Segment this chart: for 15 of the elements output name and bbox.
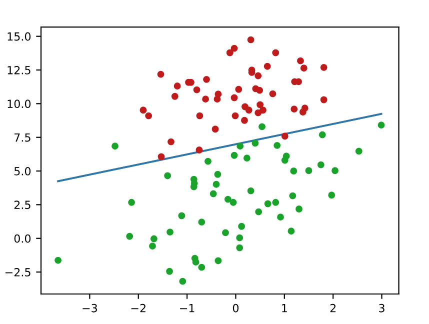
- x-tick-label: −3: [82, 304, 97, 312]
- y-tick-label: 10.0: [8, 100, 31, 108]
- x-tick-label: −2: [131, 304, 146, 312]
- y-tick-label: 0.0: [14, 234, 31, 243]
- x-tick-label: −1: [180, 304, 194, 312]
- x-tick-label: 0: [232, 304, 239, 312]
- x-tick-label: 3: [379, 304, 384, 312]
- x-tick-label: 1: [282, 304, 287, 312]
- y-tick-label: 15.0: [8, 32, 31, 41]
- x-tick-label: 2: [330, 304, 336, 312]
- y-tick-label: −2.5: [5, 268, 30, 276]
- y-tick-label: 2.5: [14, 200, 30, 210]
- y-tick-label: 12.5: [8, 66, 30, 74]
- y-tick-label: 5.0: [14, 166, 31, 176]
- y-tick-label: 7.5: [14, 133, 30, 142]
